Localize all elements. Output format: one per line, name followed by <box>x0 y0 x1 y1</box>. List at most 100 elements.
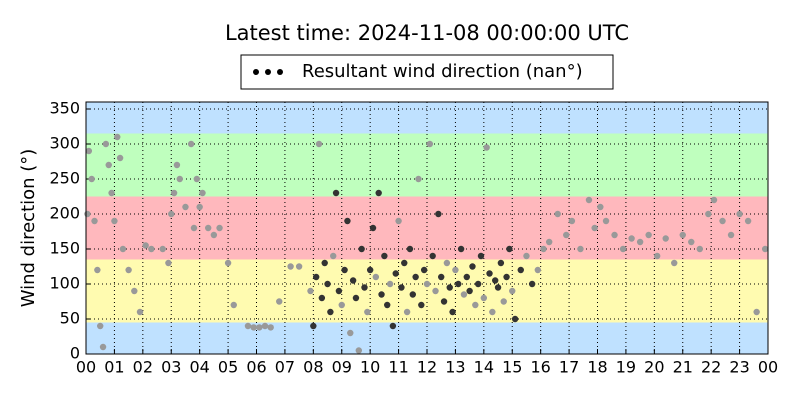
data-point <box>148 245 155 253</box>
data-point <box>719 217 726 225</box>
data-point <box>338 301 345 309</box>
data-point <box>142 242 149 249</box>
y-tick-label: 100 <box>49 274 80 293</box>
data-point <box>534 266 542 274</box>
data-point <box>472 301 479 309</box>
data-point <box>389 322 397 330</box>
data-point <box>483 144 490 151</box>
y-tick-label: 200 <box>49 204 80 223</box>
y-tick-label: 150 <box>49 239 80 258</box>
data-point <box>457 245 465 253</box>
data-point <box>449 308 456 316</box>
data-point <box>423 280 431 288</box>
data-point <box>199 189 206 197</box>
data-point <box>528 280 536 288</box>
data-point <box>381 252 388 260</box>
data-point <box>204 224 212 232</box>
y-tick-label: 0 <box>70 344 80 363</box>
data-point <box>276 298 283 305</box>
data-point <box>568 217 576 225</box>
data-point <box>452 266 459 274</box>
data-point <box>688 238 695 246</box>
legend-box <box>240 54 614 90</box>
data-point <box>602 217 610 225</box>
direction-band <box>86 102 768 134</box>
data-point <box>170 189 178 197</box>
data-point <box>335 287 343 295</box>
data-point <box>105 161 112 169</box>
data-point <box>636 238 644 246</box>
data-point <box>500 298 507 305</box>
x-tick-label: 01 <box>104 358 124 377</box>
data-point <box>173 161 181 169</box>
x-tick-label: 08 <box>303 358 323 377</box>
data-point <box>406 245 414 253</box>
data-point <box>108 189 115 197</box>
data-point <box>358 245 365 253</box>
data-point <box>511 315 519 323</box>
x-tick-label: 17 <box>559 358 579 377</box>
x-tick-label: 19 <box>616 358 636 377</box>
data-point <box>477 252 485 260</box>
x-tick-label: 23 <box>729 358 749 377</box>
data-point <box>287 263 294 270</box>
y-tick-label: 300 <box>49 134 80 153</box>
data-point <box>420 266 428 274</box>
data-point <box>366 266 374 274</box>
data-point <box>469 263 476 270</box>
data-point <box>412 273 419 281</box>
data-point <box>523 252 530 260</box>
data-point <box>463 273 470 281</box>
data-point <box>446 284 453 291</box>
data-point <box>509 287 516 295</box>
data-point <box>563 231 570 239</box>
data-point <box>330 252 337 260</box>
data-point <box>261 322 269 330</box>
x-tick-label: 03 <box>161 358 181 377</box>
x-tick-label: 16 <box>530 358 550 377</box>
data-point <box>395 217 402 225</box>
data-point <box>415 175 422 183</box>
data-point <box>250 324 257 331</box>
data-point <box>244 322 252 330</box>
data-point <box>597 203 604 211</box>
data-point <box>611 231 618 239</box>
data-point <box>432 287 439 295</box>
x-tick-label: 15 <box>502 358 522 377</box>
data-point <box>744 217 752 225</box>
data-point <box>187 140 195 148</box>
data-point <box>662 235 669 242</box>
data-point <box>372 273 380 281</box>
data-point <box>460 291 468 298</box>
data-point <box>341 266 348 274</box>
x-tick-label: 13 <box>445 358 465 377</box>
data-point <box>315 140 323 148</box>
data-point <box>489 308 496 316</box>
data-point <box>111 217 118 225</box>
data-point <box>97 322 104 330</box>
data-point <box>344 217 351 225</box>
data-point <box>401 259 408 267</box>
data-point <box>114 133 121 141</box>
data-point <box>99 343 107 351</box>
data-point <box>310 322 317 330</box>
data-point <box>577 245 584 253</box>
data-point <box>378 291 385 298</box>
x-tick-label: 14 <box>474 358 494 377</box>
data-point <box>591 224 598 232</box>
y-tick-label: 350 <box>49 99 80 118</box>
data-point <box>503 273 510 281</box>
data-point <box>628 235 635 242</box>
data-point <box>727 231 735 239</box>
data-point <box>554 210 561 218</box>
data-point <box>386 280 394 288</box>
data-point <box>176 175 183 183</box>
x-tick-label: 20 <box>644 358 664 377</box>
data-point <box>295 263 303 270</box>
data-point <box>429 252 436 260</box>
data-point <box>497 259 505 267</box>
x-tick-label: 00 <box>758 358 778 377</box>
data-point <box>494 284 502 291</box>
data-point <box>409 291 416 298</box>
